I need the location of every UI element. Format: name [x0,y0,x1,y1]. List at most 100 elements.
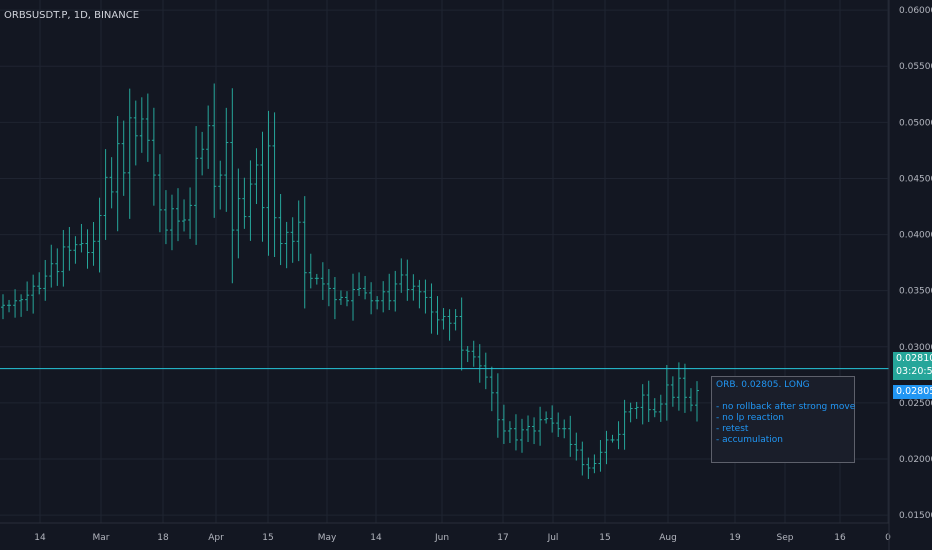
ohlc-bar [495,373,500,438]
ohlc-bar [664,364,669,421]
ohlc-bar [127,88,132,219]
price-tick-label: 0.01500 [899,511,932,521]
ohlc-bar [381,281,386,313]
ohlc-bar [19,294,24,317]
target-price-tag: 0.02805 [893,385,932,399]
time-tick-label: 18 [157,533,169,543]
note-line-2: - no lp reaction [716,413,784,423]
ohlc-bar [417,279,422,309]
time-tick-label: Jul [547,533,559,543]
ohlc-bar [429,283,434,334]
ohlc-bar [652,398,657,418]
symbol-title: ORBSUSDT.P, 1D, BINANCE [4,10,140,21]
ohlc-bar [616,421,621,450]
ohlc-bar [278,193,283,266]
time-tick-label: Apr [208,533,224,543]
time-tick-label: 14 [370,533,382,543]
ohlc-bar [338,290,343,305]
ohlc-bar [526,415,531,442]
ohlc-bar [163,190,168,245]
ohlc-bar [369,282,374,315]
time-tick-label: 14 [34,533,46,543]
time-tick-label: 19 [729,533,741,543]
ohlc-bar [248,160,253,241]
ohlc-bar [314,273,319,285]
ohlc-bar [73,236,78,264]
note-title: ORB. 0.02805. LONG [716,380,810,390]
ohlc-bar [115,116,120,232]
ohlc-bar [284,221,289,269]
ohlc-bar [532,417,537,445]
ohlc-bar [254,148,259,205]
ohlc-bar [544,411,549,424]
time-tick-label: Jun [434,533,449,543]
trade-note[interactable]: ORB. 0.02805. LONG - no rollback after s… [711,376,855,463]
ohlc-bar [483,352,488,390]
ohlc-bar [224,107,229,212]
ohlc-bar [592,454,597,474]
ohlc-bar [133,100,138,166]
ohlc-bar [399,258,404,293]
ohlc-bar [61,229,66,287]
ohlc-bar [182,199,187,232]
time-tick-label: 17 [497,533,508,543]
ohlc-bar [562,419,567,439]
ohlc-bar [519,418,524,453]
last-price-value: 0.02810 [896,353,932,364]
ohlc-bar [423,279,428,314]
time-tick-label: Mar [93,533,110,543]
ohlc-bar [646,380,651,423]
ohlc-bar [604,430,609,465]
ohlc-bar [91,221,96,266]
ohlc-bar [242,177,247,229]
ohlc-bar [13,289,18,318]
ohlc-bar [151,107,156,206]
ohlc-bar [97,197,102,273]
bar-countdown: 03:20:55 [896,366,932,377]
ohlc-bar [447,309,452,341]
ohlc-bar [25,281,30,311]
ohlc-bar [538,406,543,446]
ohlc-bar [326,269,331,307]
ohlc-bar [188,187,193,239]
ohlc-bar [31,274,36,314]
ohlc-bar [169,194,174,251]
ohlc-bar [139,97,144,153]
ohlc-bar [501,404,506,444]
ohlc-bar [206,105,211,169]
ohlc-bar [628,402,633,423]
time-tick-label: 15 [599,533,610,543]
ohlc-bar [568,415,573,457]
ohlc-bar [157,154,162,233]
ohlc-bar [212,83,217,218]
ohlc-bar [471,340,476,367]
ohlc-bar [507,421,512,444]
ohlc-bar [574,432,579,461]
ohlc-bar [145,93,150,162]
ohlc-bar [513,414,518,451]
ohlc-bar [435,296,440,335]
ohlc-bar [332,277,337,320]
ohlc-bar [640,384,645,425]
ohlc-bar [236,168,241,259]
ohlc-bar [695,381,699,422]
ohlc-bar [363,275,368,300]
ohlc-bar [598,440,603,472]
ohlc-bar [296,200,301,262]
ohlc-bar [266,110,271,256]
ohlc-bar [658,394,663,422]
note-line-4: - accumulation [716,435,783,445]
ohlc-bar [344,291,349,307]
ohlc-bar [272,112,277,257]
last-price-tag: 0.02810 03:20:55 [893,352,932,380]
ohlc-bar [453,309,458,331]
ohlc-bar [634,401,639,419]
ohlc-bar [556,412,561,438]
